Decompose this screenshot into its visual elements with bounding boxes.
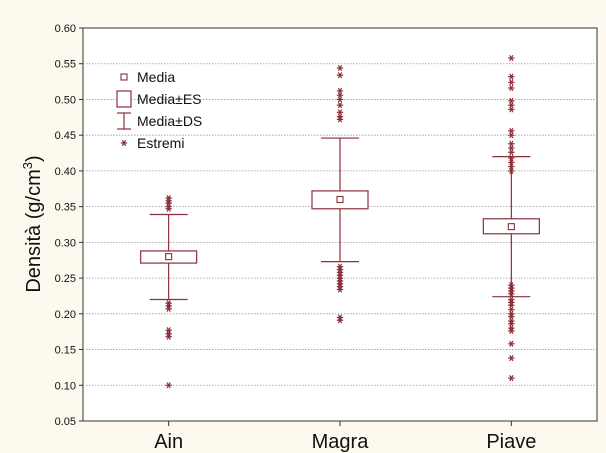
y-axis-label-text: Densità (g/cm xyxy=(23,169,45,292)
y-tick-label: 0.50 xyxy=(55,94,76,106)
extreme-point xyxy=(165,205,172,212)
legend-whisker-symbol xyxy=(117,112,131,130)
y-axis: 0.05 0.10 0.15 0.20 0.25 0.30 0.35 0.40 0.45 0.50… xyxy=(55,23,83,428)
y-tick-label: 0.30 xyxy=(55,237,76,249)
extreme-point xyxy=(165,382,172,389)
group-magra xyxy=(311,64,369,324)
extreme-point xyxy=(508,106,515,113)
y-tick-label: 0.55 xyxy=(55,59,76,71)
extreme-stroke xyxy=(509,106,514,113)
extreme-stroke xyxy=(337,102,343,109)
extreme-stroke xyxy=(509,375,514,382)
legend-mean-symbol xyxy=(120,73,128,81)
y-axis-label-superscript: 3 xyxy=(20,162,35,169)
x-tick-label-piave: Piave xyxy=(486,431,536,453)
extreme-point xyxy=(508,375,515,382)
legend-item-extreme: Estremi xyxy=(120,135,184,151)
y-tick-label: 0.35 xyxy=(55,202,76,214)
mean-marker xyxy=(336,195,344,204)
extreme-point xyxy=(508,84,515,92)
extreme-stroke xyxy=(166,333,171,340)
extreme-stroke xyxy=(337,96,343,103)
legend-label: Media±DS xyxy=(137,113,202,129)
group-piave xyxy=(482,54,540,382)
group-ain xyxy=(140,194,198,389)
extreme-point xyxy=(508,73,515,80)
extreme-stroke xyxy=(509,132,514,139)
extreme-stroke xyxy=(166,382,171,389)
box-plot-groups xyxy=(140,54,540,389)
legend-item-box: Media±ES xyxy=(116,90,202,108)
extreme-stroke xyxy=(509,327,514,335)
legend-item-whisker: Media±DS xyxy=(117,112,202,130)
extreme-stroke xyxy=(509,54,514,62)
extreme-point xyxy=(336,286,344,293)
x-tick-label-magra: Magra xyxy=(312,431,370,453)
extreme-stroke xyxy=(509,290,514,297)
legend: Media Media±ES Media±DS Estremi xyxy=(116,69,202,151)
legend-box-symbol xyxy=(116,90,132,108)
extreme-point xyxy=(508,290,515,297)
extreme-point xyxy=(508,54,515,62)
y-tick-label: 0.20 xyxy=(55,309,76,321)
extreme-point xyxy=(165,305,172,312)
extreme-stroke xyxy=(509,355,514,362)
extreme-stroke xyxy=(509,79,514,86)
extreme-point xyxy=(336,96,344,103)
y-axis-label-close: ) xyxy=(23,155,45,162)
legend-label: Media xyxy=(137,69,175,85)
x-tick-label-ain: Ain xyxy=(154,431,183,453)
extreme-stroke xyxy=(509,167,514,174)
legend-label: Media±ES xyxy=(137,91,202,107)
extreme-stroke xyxy=(509,84,514,92)
y-tick-label: 0.15 xyxy=(55,345,76,357)
extreme-point xyxy=(508,79,515,86)
legend-label: Estremi xyxy=(137,135,184,151)
extreme-stroke xyxy=(337,286,343,293)
extreme-point xyxy=(508,132,515,139)
extreme-stroke xyxy=(509,149,514,156)
mean-marker xyxy=(165,253,173,261)
extreme-point xyxy=(336,102,344,109)
extreme-point xyxy=(508,167,515,174)
legend-extreme-symbol xyxy=(120,139,128,147)
extreme-stroke xyxy=(121,139,127,147)
extreme-point xyxy=(508,149,515,156)
extreme-stroke xyxy=(166,305,171,312)
y-tick-label: 0.10 xyxy=(55,380,76,392)
extreme-stroke xyxy=(337,116,343,123)
extreme-stroke xyxy=(337,317,343,324)
y-tick-label: 0.05 xyxy=(55,416,76,428)
extreme-point xyxy=(336,317,344,324)
extreme-stroke xyxy=(509,73,514,80)
y-tick-label: 0.25 xyxy=(55,273,76,285)
extreme-point xyxy=(508,327,515,335)
extreme-point xyxy=(165,333,172,340)
extreme-point xyxy=(508,355,515,362)
y-axis-label: Densità (g/cm3) xyxy=(20,155,45,292)
extreme-point xyxy=(336,116,344,123)
extreme-stroke xyxy=(166,205,171,212)
extreme-stroke xyxy=(337,64,343,72)
y-tick-label: 0.40 xyxy=(55,166,76,178)
extreme-stroke xyxy=(509,340,514,347)
extreme-point xyxy=(336,72,344,79)
y-tick-label: 0.45 xyxy=(55,130,76,142)
legend-item-mean: Media xyxy=(120,69,175,85)
y-tick-label: 0.60 xyxy=(55,23,76,35)
x-axis: Ain Magra Piave xyxy=(154,421,536,453)
mean-marker xyxy=(507,223,515,231)
extreme-point xyxy=(336,64,344,72)
extreme-stroke xyxy=(337,72,343,79)
extreme-point xyxy=(508,340,515,347)
